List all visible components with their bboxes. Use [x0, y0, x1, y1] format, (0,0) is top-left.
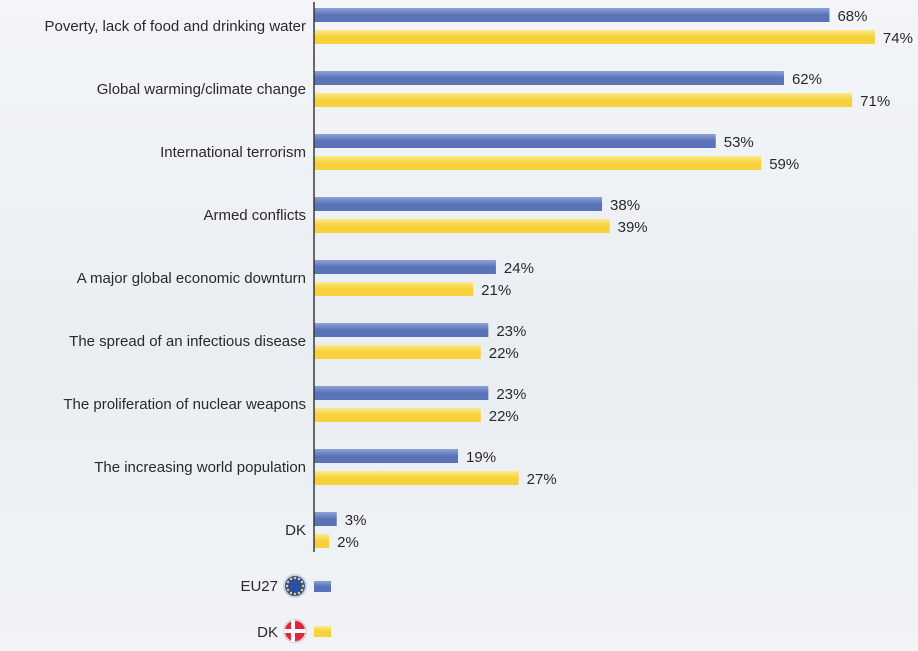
category-label: The increasing world population — [94, 459, 306, 476]
value-label-dk: 2% — [337, 534, 359, 551]
value-label-eu27: 68% — [837, 8, 867, 25]
bar-eu27 — [314, 71, 784, 85]
category-label: Poverty, lack of food and drinking water — [44, 18, 306, 35]
bar-dk — [314, 408, 481, 422]
category-group: Armed conflicts 38% 39% — [203, 197, 648, 236]
category-group: International terrorism 53% 59% — [160, 134, 799, 173]
value-label-eu27: 53% — [724, 134, 754, 151]
legend-eu27-label: EU27 — [240, 578, 278, 595]
category-label: International terrorism — [160, 144, 306, 161]
category-group: The proliferation of nuclear weapons 23% 2… — [63, 386, 526, 425]
value-label-dk: 59% — [769, 156, 799, 173]
bar-dk — [314, 282, 474, 296]
bar-dk — [314, 93, 853, 107]
legend-dk-label: DK — [257, 624, 278, 641]
category-group: The increasing world population 19% 27% — [94, 449, 557, 488]
bar-eu27 — [314, 134, 716, 148]
legend-eu27-swatch — [314, 581, 331, 592]
value-label-dk: 39% — [618, 219, 648, 236]
value-label-eu27: 62% — [792, 71, 822, 88]
value-label-dk: 71% — [860, 93, 890, 110]
value-label-eu27: 3% — [345, 512, 367, 529]
category-label: The proliferation of nuclear weapons — [63, 396, 306, 413]
value-label-eu27: 24% — [504, 260, 534, 277]
bar-eu27 — [314, 260, 496, 274]
category-group: A major global economic downturn 24% 21% — [77, 260, 534, 299]
bar-eu27 — [314, 323, 489, 337]
bar-eu27 — [314, 386, 489, 400]
value-label-dk: 22% — [489, 408, 519, 425]
value-label-dk: 21% — [481, 282, 511, 299]
bar-eu27 — [314, 197, 603, 211]
bar-dk — [314, 534, 330, 548]
category-group: DK 3% 2% — [285, 512, 366, 551]
category-label: DK — [285, 522, 306, 539]
value-label-dk: 74% — [883, 30, 913, 47]
value-label-dk: 22% — [489, 345, 519, 362]
category-label: Armed conflicts — [203, 207, 306, 224]
bar-eu27 — [314, 512, 337, 526]
value-label-eu27: 23% — [496, 386, 526, 403]
bar-eu27 — [314, 449, 459, 463]
bar-dk — [314, 345, 481, 359]
value-label-eu27: 19% — [466, 449, 496, 466]
legend: EU27 DK — [240, 574, 331, 643]
bar-dk — [314, 219, 610, 233]
value-label-eu27: 38% — [610, 197, 640, 214]
category-label: Global warming/climate change — [97, 81, 306, 98]
category-group: The spread of an infectious disease 23% 22… — [69, 323, 526, 362]
value-label-eu27: 23% — [496, 323, 526, 340]
bar-dk — [314, 471, 519, 485]
bar-dk — [314, 156, 762, 170]
category-group: Global warming/climate change 62% 71% — [97, 71, 890, 110]
bar-dk — [314, 30, 875, 44]
value-label-dk: 27% — [527, 471, 557, 488]
legend-dk-swatch — [314, 626, 331, 637]
category-label: The spread of an infectious disease — [69, 333, 306, 350]
category-group: Poverty, lack of food and drinking water… — [44, 8, 913, 47]
denmark-flag-icon — [283, 619, 307, 643]
bar-eu27 — [314, 8, 830, 22]
category-label: A major global economic downturn — [77, 270, 306, 287]
eu-flag-icon — [283, 574, 307, 598]
